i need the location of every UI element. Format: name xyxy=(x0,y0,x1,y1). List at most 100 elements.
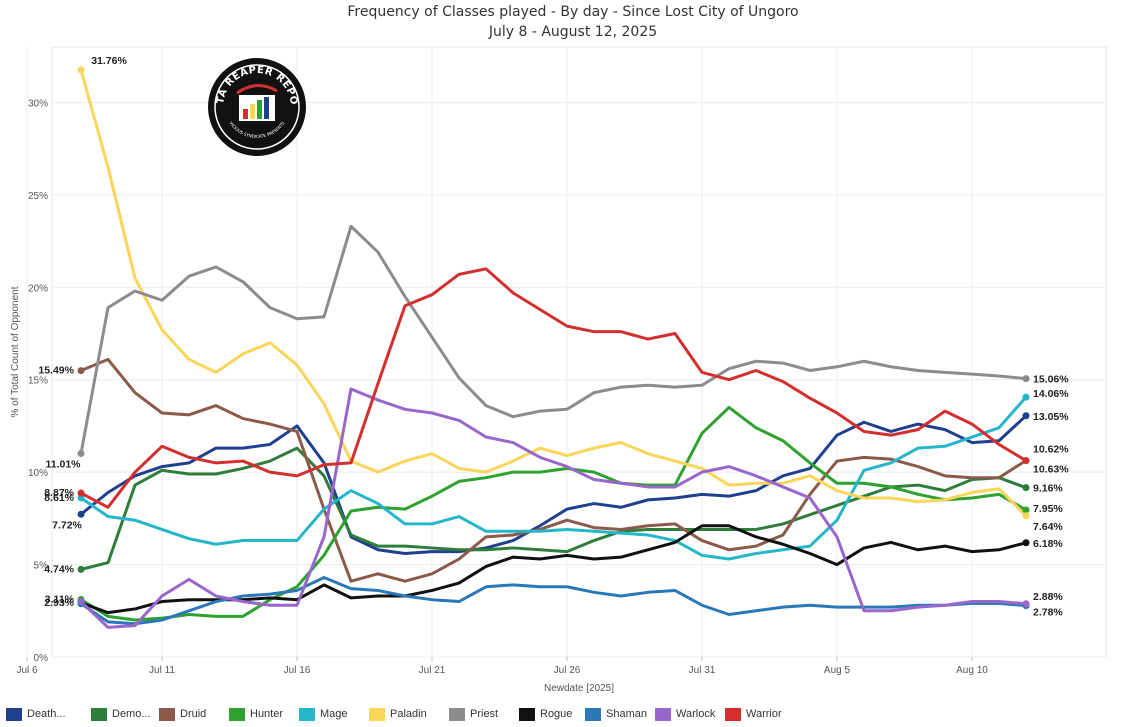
data-labels: 31.76% 15.49% 11.01% 8.87%8.61% 7.72% 4.74% 3.… xyxy=(38,55,1069,619)
x-tick-label: Jul 31 xyxy=(689,665,716,676)
x-tick-label: Jul 16 xyxy=(284,665,311,676)
start-value-label: 7.72% xyxy=(52,519,82,531)
legend-label: Death... xyxy=(27,708,66,720)
series-lines xyxy=(79,68,1028,629)
start-value-label: 2.93% xyxy=(44,597,74,609)
legend-swatch xyxy=(725,707,741,721)
start-value-label: 15.49% xyxy=(38,365,74,377)
y-tick-label: 20% xyxy=(28,283,48,294)
legend-swatch xyxy=(299,707,315,721)
y-tick-label: 15% xyxy=(28,376,48,387)
series-line-priest xyxy=(79,224,1028,455)
series-line-shaman xyxy=(79,576,1028,626)
end-marker xyxy=(1022,484,1030,492)
end-marker xyxy=(1022,600,1030,608)
end-marker xyxy=(1022,506,1030,514)
legend-item[interactable]: Mage xyxy=(299,707,369,721)
end-value-label: 2.88% xyxy=(1033,591,1063,603)
end-marker xyxy=(1022,375,1030,383)
start-marker xyxy=(77,66,85,74)
series-line-warlock xyxy=(79,387,1028,629)
start-value-label: 3.11% xyxy=(45,594,75,606)
end-value-label: 13.05% xyxy=(1033,411,1069,423)
x-tick-label: Aug 5 xyxy=(824,665,851,676)
chart-subtitle: July 8 - August 12, 2025 xyxy=(488,24,658,40)
x-tick-label: Aug 10 xyxy=(956,665,988,676)
legend-label: Paladin xyxy=(390,708,427,720)
series-line-mage xyxy=(79,395,1028,561)
legend-swatch xyxy=(585,707,601,721)
chart-header: Frequency of Classes played - By day - S… xyxy=(0,0,1146,42)
legend-item[interactable]: Druid xyxy=(159,707,229,721)
line-chart: 0% 5% 10% 15% 20% 25% 30% Jul 6 Jul 11 Jul 16 Jul … xyxy=(10,46,1107,694)
legend-item[interactable]: Priest xyxy=(449,707,519,721)
x-tick-label: Jul 26 xyxy=(554,665,581,676)
series-markers xyxy=(77,66,1030,610)
start-value-label: 8.61% xyxy=(44,492,74,504)
start-marker xyxy=(77,494,85,502)
legend-label: Warlock xyxy=(676,708,716,720)
legend-item[interactable]: Shaman xyxy=(585,707,655,721)
start-marker xyxy=(77,449,85,457)
end-value-label: 7.95% xyxy=(1033,503,1063,515)
legend-item[interactable]: Hunter xyxy=(229,707,299,721)
start-value-label: 4.74% xyxy=(44,563,74,575)
end-value-label: 15.06% xyxy=(1033,374,1069,386)
end-marker xyxy=(1022,539,1030,547)
series-line-paladin xyxy=(79,68,1028,518)
axes: 0% 5% 10% 15% 20% 25% 30% Jul 6 Jul 11 Jul 16 Jul … xyxy=(10,98,988,694)
legend-swatch xyxy=(91,707,107,721)
legend-swatch xyxy=(655,707,671,721)
series-line-hunter xyxy=(79,405,1028,622)
end-value-label: 10.63% xyxy=(1033,464,1069,476)
grid-lines xyxy=(26,46,1107,658)
x-axis-title: Newdate [2025] xyxy=(544,683,614,694)
end-value-label: 14.06% xyxy=(1033,388,1069,400)
legend-item[interactable]: Rogue xyxy=(519,707,585,721)
series-line-death xyxy=(79,414,1028,555)
series-line-demo xyxy=(79,446,1028,571)
start-value-label: 31.76% xyxy=(91,55,127,67)
y-axis-title: % of Total Count of Opponent xyxy=(10,286,21,417)
legend-swatch xyxy=(519,707,535,721)
legend-swatch xyxy=(449,707,465,721)
end-marker xyxy=(1022,457,1030,465)
end-marker xyxy=(1022,412,1030,420)
legend-item[interactable]: Paladin xyxy=(369,707,449,721)
x-tick-label: Jul 21 xyxy=(419,665,446,676)
chart-title: Frequency of Classes played - By day - S… xyxy=(347,4,799,20)
start-marker xyxy=(77,367,85,375)
start-marker xyxy=(77,598,85,606)
end-marker xyxy=(1022,393,1030,401)
legend-swatch xyxy=(369,707,385,721)
legend-swatch xyxy=(6,707,22,721)
end-value-label: 7.64% xyxy=(1033,521,1063,533)
end-value-label: 6.18% xyxy=(1033,538,1063,550)
start-value-label: 11.01% xyxy=(45,458,81,470)
legend-label: Shaman xyxy=(606,708,647,720)
y-tick-label: 0% xyxy=(34,653,49,664)
legend-swatch xyxy=(159,707,175,721)
series-line-druid xyxy=(79,357,1028,583)
data-reaper-logo: DATA REAPER REPORT VICIOUS SYNDICATE PRE… xyxy=(207,57,306,156)
end-value-label: 2.78% xyxy=(1033,607,1063,619)
start-marker xyxy=(77,489,85,497)
legend-label: Demo... xyxy=(112,708,151,720)
legend-item[interactable]: Warrior xyxy=(725,707,795,721)
y-tick-label: 25% xyxy=(28,191,48,202)
legend-item[interactable]: Demo... xyxy=(91,707,159,721)
x-tick-label: Jul 11 xyxy=(149,665,175,676)
legend-item[interactable]: Warlock xyxy=(655,707,725,721)
y-tick-label: 5% xyxy=(34,561,49,572)
legend-label: Druid xyxy=(180,708,207,720)
start-marker xyxy=(77,565,85,573)
chart-legend: Death... Demo... Druid Hunter Mage Paladin Pri… xyxy=(6,704,795,724)
legend-item[interactable]: Death... xyxy=(6,707,91,721)
legend-label: Mage xyxy=(320,708,348,720)
x-tick-label: Jul 6 xyxy=(16,665,38,676)
y-tick-label: 10% xyxy=(28,468,48,479)
end-marker xyxy=(1022,512,1030,520)
start-value-label: 8.87% xyxy=(44,487,74,499)
start-marker xyxy=(77,510,85,518)
legend-swatch xyxy=(229,707,245,721)
